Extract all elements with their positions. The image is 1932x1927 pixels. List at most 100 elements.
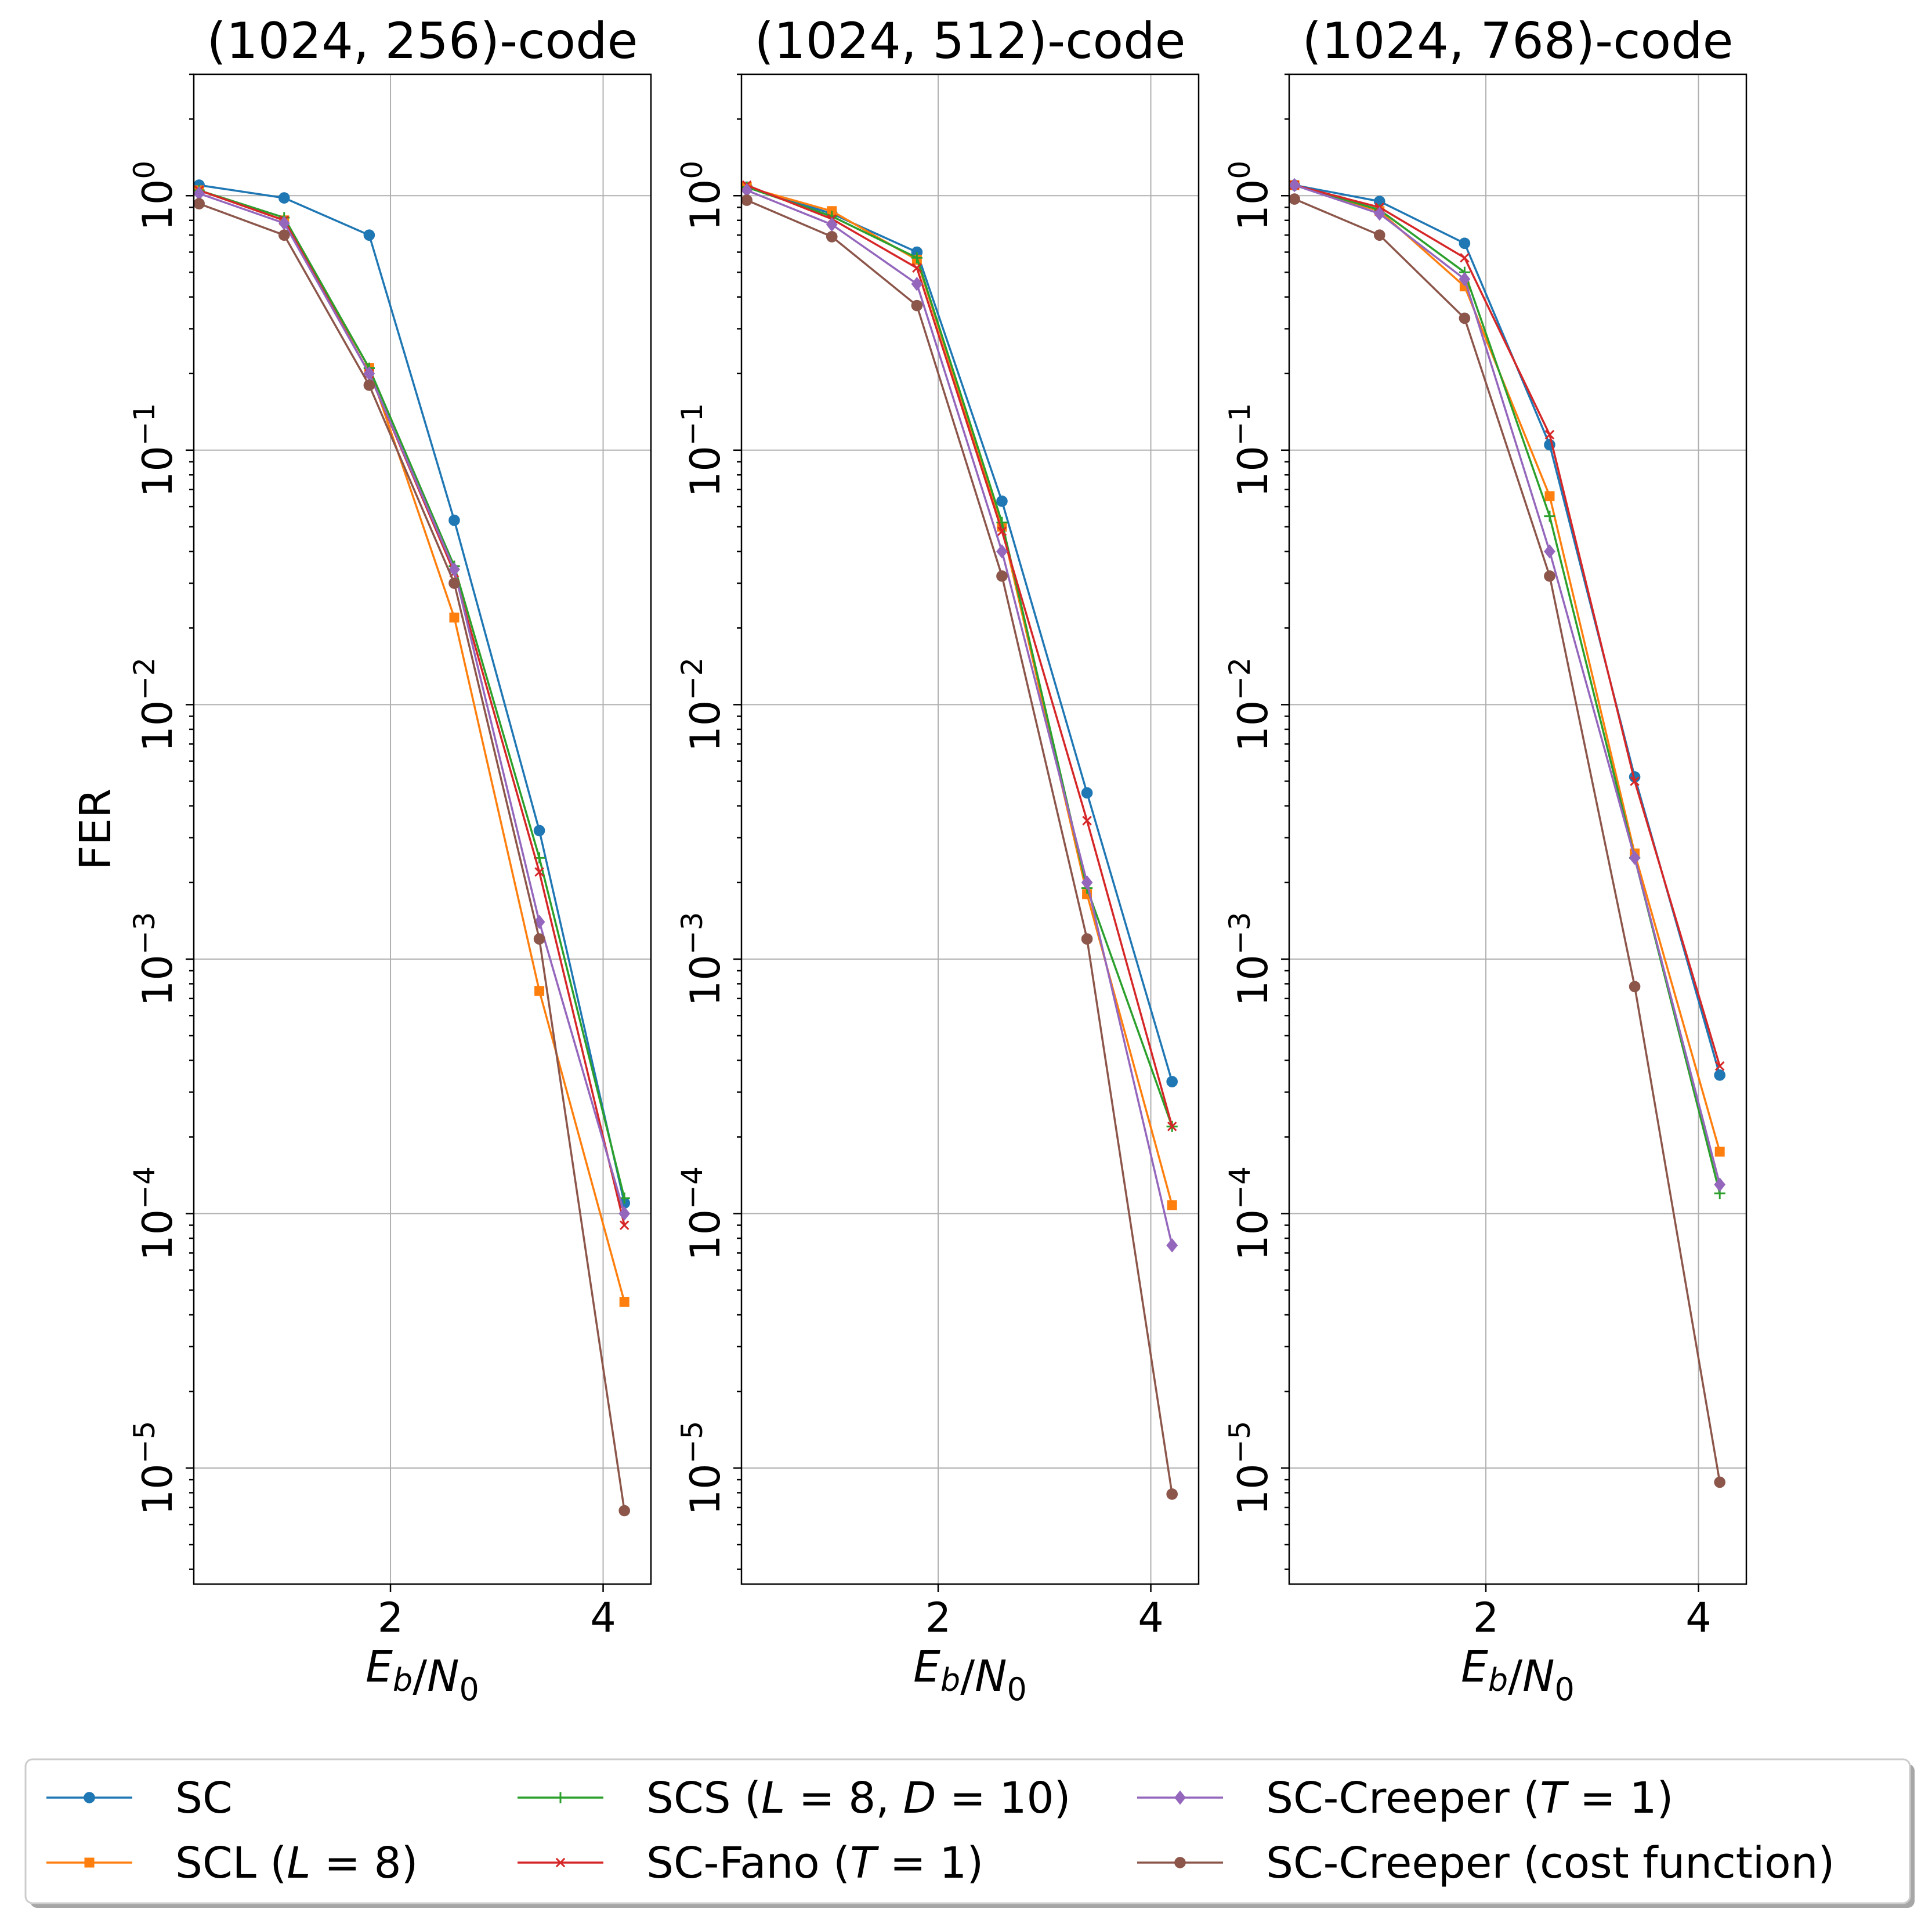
- data-point: [997, 526, 1007, 536]
- data-point: [1459, 237, 1471, 250]
- series-line: [1294, 184, 1721, 1066]
- plot-frame: [1288, 73, 1748, 1585]
- data-point: [1167, 1122, 1177, 1131]
- legend-item-scs-l-8-d-10: SCS (L = 8, D = 10): [518, 1773, 1071, 1823]
- y-tick-label: 10−1: [1223, 403, 1277, 497]
- legend-label: SC-Creeper (cost function): [1266, 1838, 1835, 1888]
- series-sc: [193, 179, 630, 1209]
- series-line: [198, 184, 625, 1203]
- series-line: [1294, 184, 1721, 1194]
- legend-item-scl-l-8: SCL (L = 8): [46, 1838, 418, 1888]
- legend-marker: [1174, 1790, 1186, 1805]
- data-point: [363, 379, 375, 391]
- y-tick-label: 10−4: [1223, 1166, 1277, 1261]
- y-tick-label: 10−5: [675, 1421, 729, 1516]
- data-point: [1082, 816, 1092, 826]
- series-line: [746, 186, 1173, 1127]
- series-sc: [1289, 179, 1725, 1081]
- data-point: [912, 263, 922, 273]
- legend-item-sc: SC: [46, 1773, 233, 1823]
- series-sc-creeper-cost-function: [193, 198, 630, 1517]
- data-point: [448, 514, 460, 526]
- data-point: [996, 570, 1008, 582]
- series-scs-l-8-d-10: [1289, 179, 1725, 1199]
- x-tick-label: 2: [1473, 1594, 1499, 1642]
- legend-marker: [555, 1857, 566, 1868]
- legend-marker: [1174, 1857, 1186, 1868]
- data-point: [1289, 193, 1300, 205]
- data-point: [1081, 787, 1093, 799]
- data-point: [1544, 544, 1555, 559]
- y-tick-label: 10−4: [675, 1166, 729, 1261]
- y-tick-label: 10−2: [675, 657, 729, 752]
- data-point: [1166, 1488, 1178, 1500]
- chart-title: (1024, 768)-code: [1302, 12, 1733, 70]
- y-tick-label: 10−2: [1223, 657, 1277, 752]
- series-scs-l-8-d-10: [193, 185, 630, 1204]
- data-point: [911, 277, 923, 291]
- y-tick-label: 10−1: [675, 403, 729, 497]
- legend: SC SCL (L = 8) SCS (L = 8, D = 10) SC-Fano …: [24, 1758, 1915, 1908]
- y-tick-label: 10−3: [128, 912, 182, 1007]
- y-tick-label: 10−3: [1223, 912, 1277, 1007]
- data-point: [1714, 1061, 1725, 1071]
- data-point: [618, 1505, 630, 1517]
- series-line: [746, 186, 1173, 1206]
- series-line: [1294, 198, 1721, 1483]
- data-point: [1081, 875, 1093, 890]
- data-point: [1630, 776, 1640, 786]
- y-tick-label: 100: [1223, 161, 1277, 231]
- data-point: [1373, 206, 1385, 221]
- legend-marker: [555, 1792, 566, 1803]
- data-point: [618, 1206, 631, 1221]
- data-point: [449, 612, 460, 623]
- data-point: [1544, 491, 1555, 501]
- chart-title: (1024, 512)-code: [754, 12, 1185, 70]
- legend-label: SC-Fano (T = 1): [646, 1838, 983, 1888]
- series-sc-fano-t-1: [194, 185, 629, 1230]
- series-scl-l-8: [1289, 180, 1725, 1157]
- legend-item-sc-creeper-t-1: SC-Creeper (T = 1): [1137, 1773, 1673, 1823]
- data-point: [1289, 178, 1301, 193]
- plot-frame: [193, 73, 652, 1585]
- data-point: [534, 867, 544, 877]
- data-point: [193, 198, 205, 209]
- data-point: [826, 217, 838, 232]
- series-line: [746, 199, 1173, 1495]
- y-tick-label: 10−5: [1223, 1421, 1277, 1516]
- data-point: [1459, 312, 1471, 324]
- data-point: [1714, 1069, 1725, 1081]
- data-point: [1714, 1147, 1725, 1157]
- y-tick-label: 100: [128, 161, 182, 231]
- legend-item-sc-creeper-cost-function: SC-Creeper (cost function): [1137, 1838, 1835, 1888]
- chart-panel-1: 2 4 100 10−1 10−2 10−3 10−4 10−5 (1024, 256)-cod…: [71, 12, 652, 1708]
- legend-marker: [84, 1792, 95, 1803]
- data-point: [619, 1297, 629, 1307]
- series-line: [1294, 184, 1721, 1152]
- y-tick-label: 10−3: [675, 912, 729, 1007]
- x-tick-label: 4: [590, 1594, 616, 1642]
- y-tick-label: 10−2: [128, 657, 182, 752]
- legend-label: SC-Creeper (T = 1): [1266, 1773, 1673, 1823]
- data-point: [826, 231, 838, 243]
- legend-marker: [84, 1857, 95, 1868]
- chart-title: (1024, 256)-code: [207, 12, 638, 70]
- x-axis-label: Eb/N0: [913, 1642, 1027, 1708]
- x-axis-label: Eb/N0: [366, 1642, 479, 1708]
- data-point: [911, 299, 923, 312]
- data-point: [533, 825, 545, 837]
- series-line: [1294, 184, 1721, 1185]
- legend-label: SC: [175, 1773, 233, 1823]
- legend-box: [24, 1758, 1911, 1904]
- data-point: [278, 192, 290, 204]
- data-point: [1544, 429, 1555, 440]
- chart-panels: 2 4 100 10−1 10−2 10−3 10−4 10−5 (1024, 256)-cod…: [71, 12, 1748, 1708]
- x-tick-label: 4: [1138, 1594, 1164, 1642]
- x-tick-label: 4: [1685, 1594, 1712, 1642]
- y-tick-label: 10−1: [128, 403, 182, 497]
- series-scl-l-8: [194, 185, 629, 1307]
- legend-label: SCL (L = 8): [175, 1838, 418, 1888]
- series-scl-l-8: [741, 182, 1177, 1210]
- data-point: [533, 933, 545, 945]
- data-point: [996, 496, 1008, 507]
